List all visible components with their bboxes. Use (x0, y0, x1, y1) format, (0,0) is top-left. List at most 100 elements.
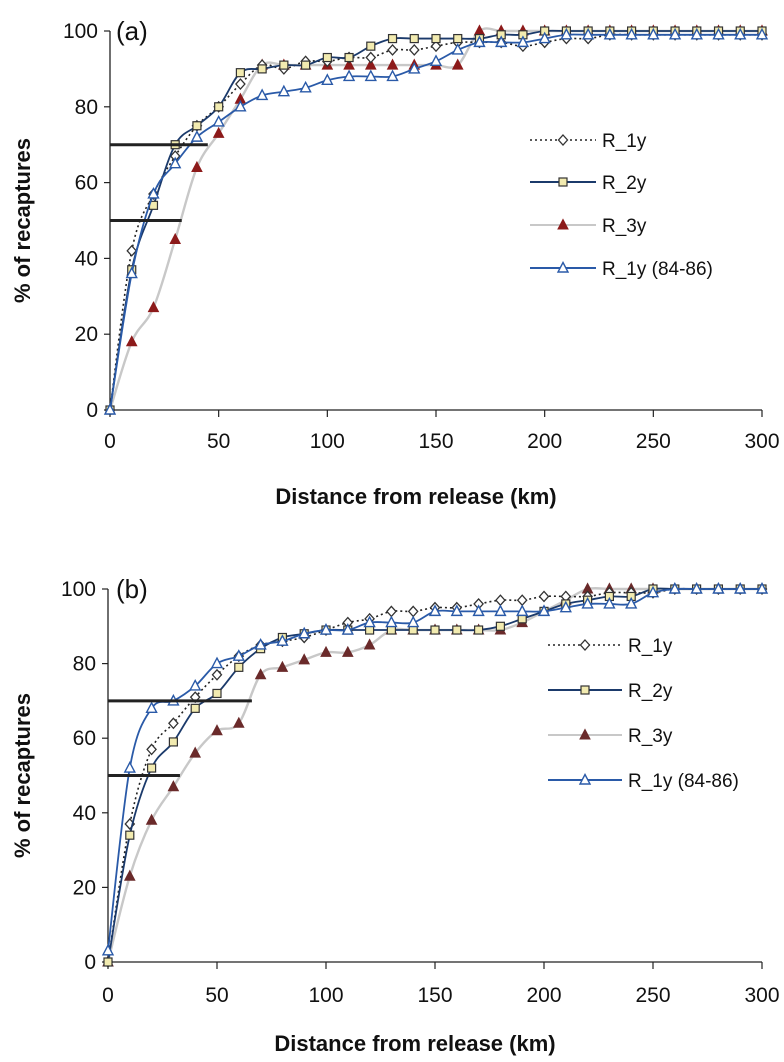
data-point (190, 130, 204, 142)
data-point (192, 121, 202, 131)
legend-marker (580, 685, 590, 695)
data-point (235, 78, 246, 91)
series-3 (101, 581, 769, 956)
data-point (363, 615, 376, 628)
data-point (646, 585, 660, 598)
x-tick-label: 0 (102, 984, 114, 1007)
data-point (214, 102, 224, 112)
y-tick-label: 40 (73, 802, 96, 825)
data-point (647, 27, 660, 40)
data-point (431, 33, 441, 44)
data-point (191, 160, 203, 172)
data-point (279, 60, 289, 70)
data-point (212, 114, 225, 127)
panel-label: (b) (116, 574, 148, 604)
data-point (103, 957, 113, 967)
data-point (189, 678, 202, 691)
data-point (365, 51, 377, 64)
data-point (343, 58, 355, 70)
panel-label: (a) (116, 16, 148, 46)
x-tick-label: 100 (310, 430, 345, 453)
data-point (430, 40, 442, 53)
data-point (364, 69, 377, 82)
data-point (407, 605, 419, 618)
data-point (625, 27, 638, 40)
data-point (755, 581, 769, 594)
x-tick-label: 150 (418, 430, 453, 453)
data-point (409, 33, 419, 44)
data-point (668, 581, 681, 594)
data-point (408, 43, 420, 56)
data-point (385, 615, 398, 628)
data-point (257, 64, 267, 74)
legend-marker (557, 134, 569, 146)
series-line (109, 33, 762, 411)
data-point (516, 35, 530, 48)
legend-marker (579, 639, 591, 651)
data-point (560, 27, 573, 40)
data-point (712, 581, 725, 594)
data-point (430, 625, 440, 635)
x-tick-label: 50 (207, 430, 230, 453)
data-point (581, 27, 595, 40)
x-tick-label: 50 (205, 984, 228, 1007)
y-axis-title: % of recaptures (10, 693, 35, 858)
data-point (322, 52, 332, 63)
data-point (495, 594, 506, 607)
data-point (232, 716, 245, 728)
data-point (495, 621, 505, 631)
x-tick-label: 300 (744, 430, 779, 453)
data-point (387, 33, 398, 44)
data-point (103, 402, 117, 415)
legend-marker (556, 260, 570, 273)
data-point (386, 605, 397, 618)
data-point (538, 590, 550, 603)
data-point (211, 668, 223, 681)
data-point (168, 737, 178, 747)
data-point (408, 61, 421, 74)
y-tick-label: 60 (73, 727, 96, 750)
data-point (603, 596, 616, 609)
data-point (145, 701, 158, 714)
data-point (755, 27, 769, 40)
legend-label: R_1y (84-86) (602, 259, 713, 280)
data-point (125, 335, 138, 347)
data-point (126, 244, 138, 257)
data-point (386, 69, 399, 82)
data-point (341, 645, 354, 657)
legend-label: R_1y (84-86) (628, 771, 739, 792)
y-tick-label: 20 (75, 323, 98, 346)
legend-marker (558, 177, 568, 187)
legend-marker (557, 218, 569, 230)
data-point (147, 763, 157, 773)
chart-panel-1: 0 20 40 60 80 100 0 50 100 150 200 250 300 Distance f… (10, 574, 780, 1056)
data-point (387, 43, 398, 56)
legend-label: R_3y (628, 726, 673, 747)
y-tick-label: 100 (61, 578, 96, 601)
data-point (495, 35, 508, 48)
y-tick-label: 80 (75, 96, 98, 119)
data-point (450, 604, 463, 617)
x-axis-title: Distance from release (km) (274, 1031, 555, 1056)
x-axis-title: Distance from release (km) (275, 484, 556, 509)
data-point (276, 634, 289, 646)
data-point (712, 27, 725, 40)
x-tick-label: 300 (744, 984, 779, 1007)
data-point (453, 33, 463, 44)
data-point (668, 27, 682, 40)
data-point (169, 232, 182, 244)
series-2 (104, 24, 768, 415)
legend-marker (578, 772, 592, 785)
data-point (145, 813, 158, 825)
x-tick-label: 200 (527, 430, 562, 453)
x-tick-label: 0 (104, 430, 116, 453)
y-tick-label: 40 (75, 247, 98, 270)
legend-label: R_1y (628, 636, 673, 657)
legend: R_1y R_2y R_3y R_1y (84-86) (530, 131, 713, 280)
y-tick-label: 100 (63, 20, 98, 43)
x-tick-label: 150 (417, 984, 452, 1007)
data-point (581, 596, 594, 609)
series-line (109, 29, 762, 411)
y-tick-label: 60 (75, 172, 98, 195)
